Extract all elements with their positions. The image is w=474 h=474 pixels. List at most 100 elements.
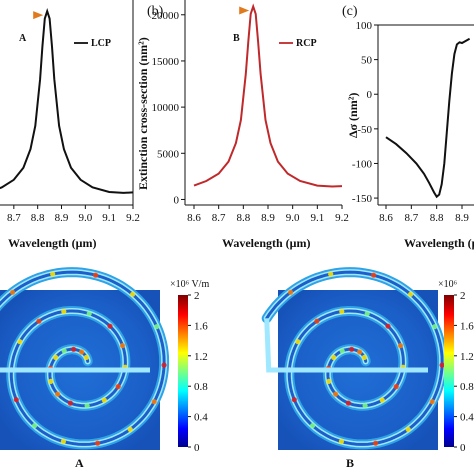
chart-b-y-tick-label-4: 20000 <box>152 10 180 22</box>
field-map-a-spiral-hotspot-168 <box>17 339 23 345</box>
field-map-b-spiral-hotspot-42 <box>331 354 337 360</box>
field-map-a-spiral <box>0 267 170 450</box>
colorbar-b-unit: ×10⁶ <box>438 279 458 290</box>
chart-a-x-tick-label-0: 8.7 <box>7 212 21 224</box>
chart-b-x-tick-label-4: 9.0 <box>286 212 300 224</box>
chart-b-series-rcp <box>193 3 342 188</box>
field-map-a-spiral-hotspot-6 <box>83 354 89 360</box>
field-map-a-spiral-hotspot-186 <box>13 397 19 403</box>
field-map-b-spiral-hotspot-96 <box>379 397 385 403</box>
field-map-a-spiral-hotspot-276 <box>50 271 56 277</box>
chart-c-y-axis-title: Δσ (nm²) <box>346 93 360 138</box>
chart-a: 8.7 8.8 8.9 9.0 9.1 9.2 A LCP Wavelength (μm) <box>0 0 140 250</box>
field-map-b-spiral-hotspot-267 <box>371 272 377 278</box>
colorbar-b-ticks: 2 1.6 1.2 0.8 0.4 0 <box>454 290 474 454</box>
field-map-b-spiral-hotspot-150 <box>339 308 345 315</box>
chart-b-x-tick-label-1: 8.7 <box>212 212 226 224</box>
chart-c-x-ticks: 8.6 8.7 8.8 8.9 <box>379 205 469 224</box>
chart-a-series-lcp <box>0 7 133 194</box>
chart-b-y-tick-label-3: 15000 <box>152 56 180 68</box>
field-map-b-spiral-hotspot-222 <box>405 426 411 432</box>
field-map-b-spiral-hotspot-276 <box>328 271 334 277</box>
chart-a-legend: LCP <box>74 38 111 49</box>
chart-c-x-tick-label-0: 8.6 <box>379 212 393 224</box>
field-map-b-spiral-hotspot-33 <box>339 348 345 354</box>
colorbar-a-tick-label-5: 0 <box>194 442 200 454</box>
field-map-a-spiral-hotspot-258 <box>130 291 136 297</box>
colorbar-b <box>444 295 454 447</box>
field-map-b-spiral-hotspot-105 <box>393 384 399 390</box>
colorbar-a-tick-label-4: 0.4 <box>194 412 208 424</box>
field-map-b-spiral-hotspot-69 <box>333 391 339 397</box>
legend-label-rcp: RCP <box>296 38 317 49</box>
field-map-a-spiral-hotspot-33 <box>61 348 67 354</box>
field-map-a-spiral-hotspot-24 <box>71 346 77 352</box>
field-map-b-spiral-hotspot-24 <box>349 346 355 352</box>
field-map-b-spiral-hotspot-60 <box>326 378 332 384</box>
field-map-b-spiral-hotspot-204 <box>338 438 344 445</box>
field-map-a-spiral-arm-core <box>0 270 166 446</box>
peak-b-label: B <box>233 33 240 44</box>
chart-b-legend: RCP <box>279 38 317 49</box>
field-map-a-spiral-tail <box>0 367 150 373</box>
field-map-b-spiral-hotspot-213 <box>373 440 379 446</box>
chart-b-x-tick-label-2: 8.8 <box>236 212 250 224</box>
chart-c-x-tick-label-2: 8.8 <box>430 212 444 224</box>
field-map-a-spiral-hotspot-42 <box>53 354 59 360</box>
chart-c: (c) 100 50 0 -50 -100 -150 8.6 8.7 8.8 8.9 Δσ (n… <box>342 4 474 250</box>
chart-b-x-tick-label-0: 8.6 <box>187 212 201 224</box>
chart-a-x-tick-label-4: 9.1 <box>102 212 116 224</box>
chart-c-x-axis-title: Wavelength (μm) <box>404 236 474 250</box>
field-map-a-spiral-hotspot-69 <box>55 391 61 397</box>
colorbar-a-ticks: 2 1.6 1.2 0.8 0.4 0 <box>188 290 208 454</box>
field-map-b-spiral-hotspot-6 <box>361 354 367 360</box>
chart-c-series-delta <box>385 37 471 199</box>
field-map-b-spiral-hotspot-285 <box>288 289 294 295</box>
field-map-a-spiral-hotspot-141 <box>86 311 92 317</box>
field-map-a-spiral-hotspot-159 <box>36 318 42 324</box>
chart-b-x-tick-label-5: 9.1 <box>310 212 324 224</box>
colorbar-b-tick-label-0: 2 <box>460 290 466 302</box>
chart-c-x-tick-label-1: 8.7 <box>404 212 418 224</box>
field-map-a-spiral-hotspot-195 <box>31 423 38 429</box>
field-map-a-spiral-hotspot-213 <box>95 440 101 446</box>
chart-b-y-ticks: 0 5000 10000 15000 20000 <box>152 10 185 206</box>
colorbar-a-tick-label-3: 0.8 <box>194 381 208 393</box>
field-map-a-spiral-hotspot-96 <box>101 397 107 403</box>
field-map-b-label: B <box>346 456 354 470</box>
chart-b-x-tick-label-6: 9.2 <box>335 212 349 224</box>
field-map-b-spiral-hotspot-15 <box>357 349 363 355</box>
field-map-b-spiral-hotspot-168 <box>295 339 301 345</box>
chart-c-y-tick-label-4: -100 <box>352 158 373 170</box>
field-map-a-spiral-hotspot-222 <box>127 426 133 432</box>
field-map-a: ×10⁶ V/m 2 1.6 1.2 0.8 0.4 0 A <box>0 267 209 470</box>
colorbar-b-tick-label-5: 0 <box>460 442 466 454</box>
chart-a-frame <box>0 0 134 206</box>
field-map-b-spiral-hotspot-240 <box>439 362 445 368</box>
field-map-b-spiral-hotspot-159 <box>314 318 320 324</box>
peak-a-marker <box>33 11 44 20</box>
chart-c-y-ticks: 100 50 0 -50 -100 -150 <box>352 20 378 205</box>
colorbar-b-tick-label-4: 0.4 <box>460 412 474 424</box>
field-map-a-spiral-hotspot-267 <box>93 272 99 278</box>
chart-b-y-tick-label-0: 0 <box>174 194 180 206</box>
field-map-a-label: A <box>75 456 84 470</box>
field-map-b: ×10⁶ 2 1.6 1.2 0.8 0.4 0 B <box>261 267 474 470</box>
panel-b-label: (b) <box>147 4 164 19</box>
field-map-b-spiral-arm-core <box>265 270 444 446</box>
field-map-a-spiral-hotspot-15 <box>79 349 85 355</box>
field-map-b-spiral-hotspot-231 <box>429 399 435 405</box>
field-map-b-spiral-hotspot-141 <box>364 311 370 317</box>
field-map-b-spiral-hotspot-123 <box>397 343 404 349</box>
field-map-a-spiral-hotspot-132 <box>107 323 113 329</box>
colorbar-b-tick-label-2: 1.2 <box>460 351 474 363</box>
chart-b-x-ticks: 8.6 8.7 8.8 8.9 9.0 9.1 9.2 <box>187 205 349 224</box>
field-map-b-spiral-hotspot-258 <box>408 291 414 297</box>
chart-b-x-axis-title: Wavelength (μm) <box>222 236 310 250</box>
field-map-a-spiral-hotspot-249 <box>154 324 160 330</box>
chart-c-x-tick-label-3: 8.9 <box>455 212 469 224</box>
field-map-b-spiral-hotspot-87 <box>362 403 368 409</box>
chart-b-y-tick-label-2: 10000 <box>152 102 180 114</box>
peak-b-marker <box>239 6 250 15</box>
